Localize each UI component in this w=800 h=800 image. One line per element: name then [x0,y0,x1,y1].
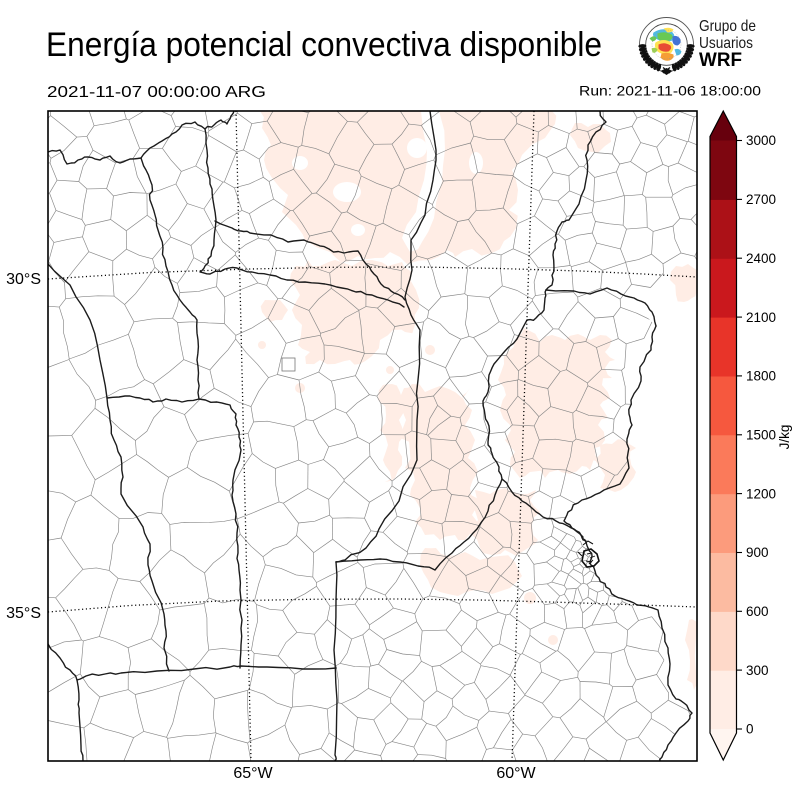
svg-text:Run: 2021-11-06 18:00:00: Run: 2021-11-06 18:00:00 [579,83,761,99]
svg-text:2021-11-07 00:00:00 ARG: 2021-11-07 00:00:00 ARG [47,84,266,101]
svg-text:60°W: 60°W [496,765,536,782]
svg-text:300: 300 [746,663,769,678]
svg-text:2700: 2700 [746,192,776,207]
svg-text:30°S: 30°S [6,271,41,288]
svg-text:2400: 2400 [746,251,776,266]
svg-text:3000: 3000 [746,133,776,148]
svg-text:Grupo de: Grupo de [699,18,756,35]
svg-text:2100: 2100 [746,310,776,325]
svg-text:Energía potencial convectiva d: Energía potencial convectiva disponible [46,26,602,64]
svg-text:65°W: 65°W [233,765,273,782]
svg-text:Usuarios: Usuarios [699,35,753,52]
svg-text:J/kg: J/kg [777,425,792,450]
svg-text:35°S: 35°S [6,605,41,622]
svg-text:0: 0 [746,722,754,737]
svg-text:WRF: WRF [699,50,742,71]
svg-text:600: 600 [746,604,769,619]
svg-text:1200: 1200 [746,486,776,501]
svg-text:900: 900 [746,545,769,560]
svg-text:1800: 1800 [746,369,776,384]
svg-text:1500: 1500 [746,427,776,442]
